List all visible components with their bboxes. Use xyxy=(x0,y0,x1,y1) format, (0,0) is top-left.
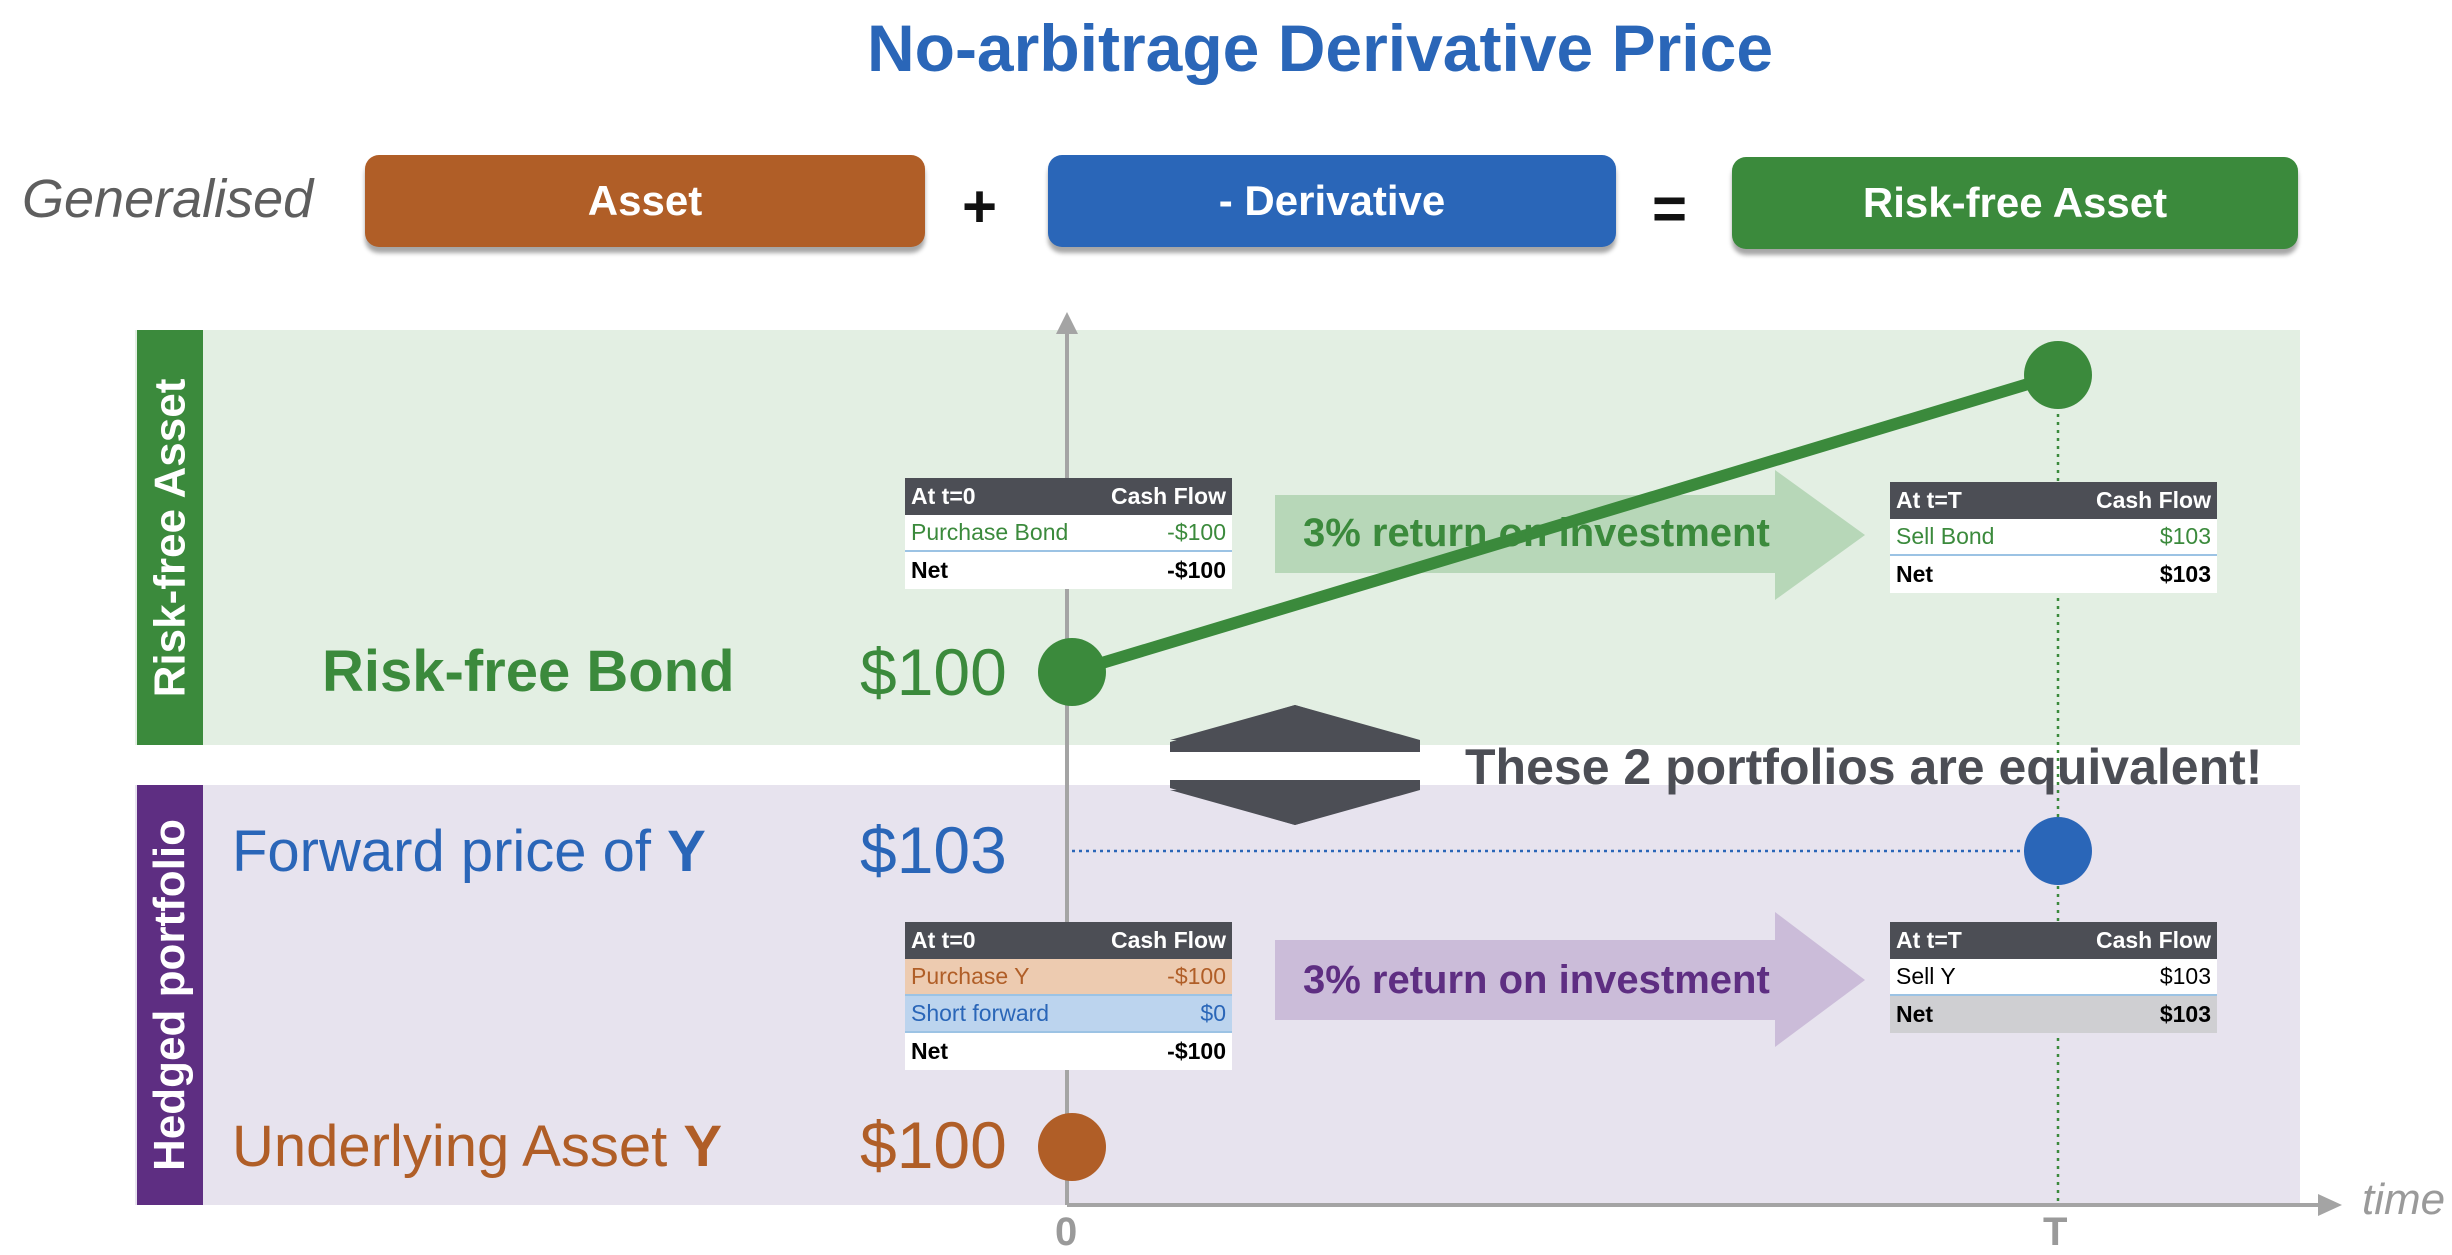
derivative-box: - Derivative xyxy=(1048,155,1616,247)
table-header-time: At t=T xyxy=(1896,487,1962,513)
bottom-return-arrow xyxy=(1275,912,1865,1047)
hedge-t0-table: At t=0 Cash Flow Purchase Y -$100 Short fo… xyxy=(905,922,1232,1070)
bond-start-dot xyxy=(1038,638,1106,706)
net-label: Net xyxy=(911,557,949,583)
underlying-asset-symbol: Y xyxy=(683,1114,723,1179)
risk-free-asset-sidebar: Risk-free Asset xyxy=(137,330,203,745)
table-header-time: At t=0 xyxy=(911,927,976,953)
bond-t0-table: At t=0 Cash Flow Purchase Bond -$100 Net -$… xyxy=(905,478,1232,589)
forward-price-label: Forward price of Y xyxy=(232,818,706,885)
forward-price-dot xyxy=(2024,817,2092,885)
table-row: Sell Bond $103 xyxy=(1890,519,2217,556)
bond-end-dot xyxy=(2024,341,2092,409)
forward-symbol: Y xyxy=(667,819,706,884)
bond-tT-table: At t=T Cash Flow Sell Bond $103 Net $103 xyxy=(1890,482,2217,593)
equivalence-arrow-notch-left xyxy=(1170,752,1370,780)
table-header: At t=0 Cash Flow xyxy=(905,922,1232,959)
table-row: Purchase Y -$100 xyxy=(905,959,1232,996)
net-label: Net xyxy=(1896,1001,1934,1027)
page-title: No-arbitrage Derivative Price xyxy=(866,11,1774,85)
y-axis-arrowhead xyxy=(1056,312,1078,334)
row-label: Sell Bond xyxy=(1896,523,1995,549)
table-header: At t=T Cash Flow xyxy=(1890,482,2217,519)
row-value: -$100 xyxy=(1167,519,1226,545)
equals-sign: = xyxy=(1652,175,1688,242)
table-header-cashflow: Cash Flow xyxy=(2095,487,2211,513)
asset-box: Asset xyxy=(365,155,925,247)
row-label: Purchase Y xyxy=(911,963,1030,989)
bottom-return-text: 3% return on investment xyxy=(1303,958,1770,1002)
underlying-asset-text: Underlying Asset xyxy=(232,1114,684,1179)
table-header-time: At t=T xyxy=(1896,927,1962,953)
forward-price-text: Forward price of xyxy=(232,819,668,884)
axis-origin-label: 0 xyxy=(1055,1210,1078,1254)
net-label: Net xyxy=(1896,561,1934,587)
underlying-asset-label: Underlying Asset Y xyxy=(232,1113,722,1180)
row-value: $103 xyxy=(2159,523,2211,549)
table-net-row: Net $103 xyxy=(1890,996,2217,1033)
plus-sign: + xyxy=(962,173,998,240)
table-header-time: At t=0 xyxy=(911,483,976,509)
net-value: -$100 xyxy=(1167,1038,1226,1064)
forward-price-value: $103 xyxy=(860,813,1007,887)
net-label: Net xyxy=(911,1038,949,1064)
top-return-text: 3% return on investment xyxy=(1303,511,1770,555)
row-label: Short forward xyxy=(911,1000,1050,1026)
hedged-portfolio-sidebar: Hedged portfolio xyxy=(137,785,203,1205)
equivalence-text: These 2 portfolios are equivalent! xyxy=(1465,739,2263,795)
riskfree-asset-box-label: Risk-free Asset xyxy=(1862,179,2168,226)
row-label: Purchase Bond xyxy=(911,519,1069,545)
net-value: -$100 xyxy=(1167,557,1226,583)
generalised-label: Generalised xyxy=(22,169,314,229)
asset-price: $100 xyxy=(860,1108,1007,1182)
net-value: $103 xyxy=(2159,1001,2211,1027)
asset-start-dot xyxy=(1038,1113,1106,1181)
table-header: At t=0 Cash Flow xyxy=(905,478,1232,515)
asset-box-label: Asset xyxy=(587,177,703,224)
table-net-row: Net -$100 xyxy=(905,1033,1232,1070)
table-row: Sell Y $103 xyxy=(1890,959,2217,996)
net-value: $103 xyxy=(2159,561,2211,587)
row-value: -$100 xyxy=(1167,963,1226,989)
table-net-row: Net $103 xyxy=(1890,556,2217,593)
x-axis-arrowhead xyxy=(2318,1194,2342,1216)
risk-free-bond-label: Risk-free Bond xyxy=(322,639,735,704)
table-header-cashflow: Cash Flow xyxy=(2095,927,2211,953)
row-value: $0 xyxy=(1200,1000,1226,1026)
hedge-tT-table: At t=T Cash Flow Sell Y $103 Net $103 xyxy=(1890,922,2217,1033)
table-header-cashflow: Cash Flow xyxy=(1110,483,1226,509)
table-row: Short forward $0 xyxy=(905,996,1232,1033)
bond-price: $100 xyxy=(860,635,1007,709)
axis-maturity-label: T xyxy=(2043,1210,2068,1254)
derivative-box-label: - Derivative xyxy=(1218,177,1446,224)
table-header: At t=T Cash Flow xyxy=(1890,922,2217,959)
bond-growth-line xyxy=(1070,369,2060,678)
time-axis-label: time xyxy=(2362,1175,2446,1224)
row-value: $103 xyxy=(2159,963,2211,989)
table-row: Purchase Bond -$100 xyxy=(905,515,1232,552)
equivalence-arrow-notch-right xyxy=(1360,752,1425,780)
table-net-row: Net -$100 xyxy=(905,552,1232,589)
row-label: Sell Y xyxy=(1896,963,1956,989)
riskfree-asset-box: Risk-free Asset xyxy=(1732,157,2298,249)
table-header-cashflow: Cash Flow xyxy=(1110,927,1226,953)
